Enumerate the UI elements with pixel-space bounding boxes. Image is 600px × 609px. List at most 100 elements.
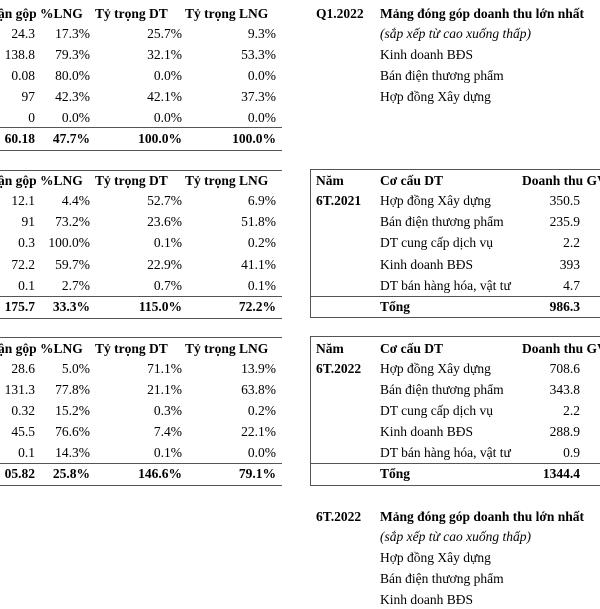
revenue-value: 343.8 xyxy=(549,382,580,397)
header-lng-pct: %LNG xyxy=(40,341,83,356)
total-cell: 60.18 xyxy=(4,131,35,146)
total-cell: 47.7% xyxy=(52,131,90,146)
cell: 59.7% xyxy=(55,257,90,272)
cell: 0.08 xyxy=(11,68,35,83)
cell: 0.0% xyxy=(153,110,182,125)
cell: 0.1 xyxy=(18,445,35,460)
period-label: 6T.2021 xyxy=(316,193,362,208)
cell: 41.1% xyxy=(241,257,276,272)
cell: 6.9% xyxy=(247,193,276,208)
cell: 0.0% xyxy=(247,445,276,460)
revenue-value: 393 xyxy=(559,257,580,272)
structure-name: Kinh doanh BĐS xyxy=(380,424,474,439)
cell: 0.3% xyxy=(153,403,182,418)
note-title: Mảng đóng góp doanh thu lớn nhất xyxy=(380,509,585,524)
cell: 2.7% xyxy=(61,278,90,293)
total-cell: 25.8% xyxy=(52,466,90,481)
header-structure: Cơ cấu DT xyxy=(380,341,443,356)
revenue-value: 708.6 xyxy=(549,361,580,376)
total-cell: 115.0% xyxy=(138,299,182,314)
cell: 32.1% xyxy=(147,47,182,62)
cell: 4.4% xyxy=(61,193,90,208)
cell: 12.1 xyxy=(11,193,35,208)
divider xyxy=(0,337,282,338)
header-profit-share: Tỷ trọng LNG xyxy=(185,341,269,356)
cell: 37.3% xyxy=(241,89,276,104)
header-gross-profit: ận gộp xyxy=(0,6,37,21)
structure-name: Bán điện thương phẩm xyxy=(380,382,504,397)
cell: 13.9% xyxy=(241,361,276,376)
total-label: Tổng xyxy=(380,299,411,314)
revenue-value: 4.7 xyxy=(563,278,580,293)
header-revenue: Doanh thu GV xyxy=(522,173,600,188)
cell: 0.32 xyxy=(11,403,35,418)
structure-name: DT bán hàng hóa, vật tư xyxy=(380,278,511,293)
cell: 100.0% xyxy=(48,235,90,250)
revenue-value: 288.9 xyxy=(549,424,580,439)
divider xyxy=(0,296,282,297)
cell: 97 xyxy=(21,89,36,104)
total-cell: 100.0% xyxy=(232,131,276,146)
header-year: Năm xyxy=(316,341,344,356)
cell: 91 xyxy=(21,214,36,229)
cell: 0.2% xyxy=(247,235,276,250)
header-year: Năm xyxy=(316,173,344,188)
revenue-value: 2.2 xyxy=(563,403,580,418)
period-label: 6T.2022 xyxy=(316,361,362,376)
cell: 17.3% xyxy=(55,26,90,41)
header-lng-pct: %LNG xyxy=(40,6,83,21)
cell: 63.8% xyxy=(241,382,276,397)
cell: 80.0% xyxy=(55,68,90,83)
note-item: Bán điện thương phẩm xyxy=(380,571,504,586)
header-lng-pct: %LNG xyxy=(40,173,83,188)
header-gross-profit: ận gộp xyxy=(0,341,37,356)
note-item: Bán điện thương phẩm xyxy=(380,68,504,83)
cell: 14.3% xyxy=(55,445,90,460)
period-label: 6T.2022 xyxy=(316,509,362,524)
revenue-value: 350.5 xyxy=(549,193,580,208)
cell: 0.1% xyxy=(153,235,182,250)
revenue-value: 0.9 xyxy=(563,445,580,460)
cell: 28.6 xyxy=(11,361,35,376)
structure-name: Hợp đồng Xây dựng xyxy=(380,361,491,376)
note-item: Hợp đồng Xây dựng xyxy=(380,550,491,565)
cell: 51.8% xyxy=(241,214,276,229)
cell: 131.3 xyxy=(4,382,35,397)
header-revenue-share: Tỷ trọng DT xyxy=(95,173,168,188)
revenue-value: 2.2 xyxy=(563,235,580,250)
cell: 45.5 xyxy=(11,424,35,439)
cell: 15.2% xyxy=(55,403,90,418)
cell: 42.3% xyxy=(55,89,90,104)
cell: 0.1 xyxy=(18,278,35,293)
structure-name: DT cung cấp dịch vụ xyxy=(380,235,493,250)
cell: 138.8 xyxy=(4,47,35,62)
total-cell: 33.3% xyxy=(52,299,90,314)
divider xyxy=(0,170,282,171)
cell: 0.2% xyxy=(247,403,276,418)
note-title: Mảng đóng góp doanh thu lớn nhất xyxy=(380,6,585,21)
cell: 0.0% xyxy=(153,68,182,83)
structure-name: Bán điện thương phẩm xyxy=(380,214,504,229)
structure-name: DT cung cấp dịch vụ xyxy=(380,403,493,418)
cell: 9.3% xyxy=(247,26,276,41)
cell: 73.2% xyxy=(55,214,90,229)
cell: 0.1% xyxy=(247,278,276,293)
cell: 24.3 xyxy=(11,26,35,41)
cell: 22.1% xyxy=(241,424,276,439)
cell: 42.1% xyxy=(147,89,182,104)
total-cell: 146.6% xyxy=(138,466,182,481)
cell: 52.7% xyxy=(147,193,182,208)
header-profit-share: Tỷ trọng LNG xyxy=(185,173,269,188)
header-structure: Cơ cấu DT xyxy=(380,173,443,188)
cell: 72.2 xyxy=(11,257,35,272)
structure-name: Hợp đồng Xây dựng xyxy=(380,193,491,208)
note-subtitle: (sắp xếp từ cao xuống thấp) xyxy=(380,529,531,544)
total-cell: 72.2% xyxy=(238,299,276,314)
cell: 76.6% xyxy=(55,424,90,439)
revenue-structure-6t2021 xyxy=(310,169,600,318)
divider xyxy=(310,463,600,464)
cell: 0.1% xyxy=(153,445,182,460)
cell: 7.4% xyxy=(153,424,182,439)
note-item: Kinh doanh BĐS xyxy=(380,592,474,607)
cell: 22.9% xyxy=(147,257,182,272)
